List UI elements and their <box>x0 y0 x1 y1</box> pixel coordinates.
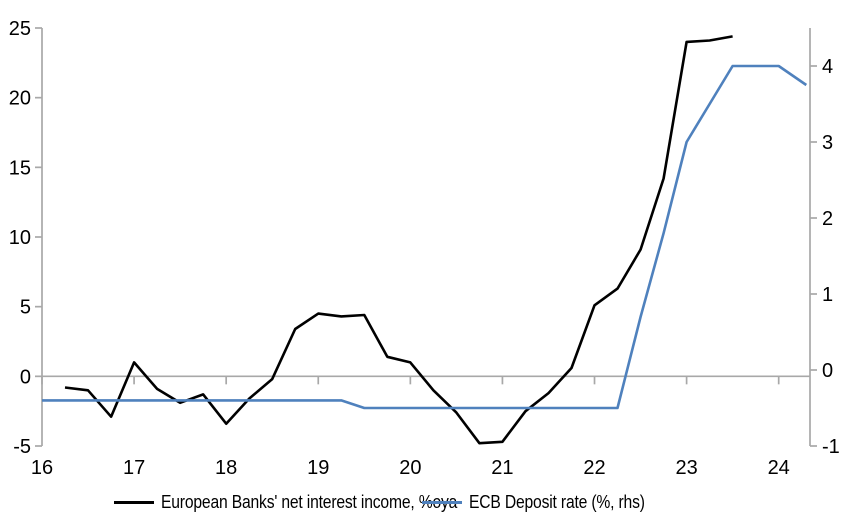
right-axis-label-3: 3 <box>822 132 833 154</box>
right-axis-label-4: 4 <box>822 56 833 78</box>
x-axis-label-20: 20 <box>399 457 421 479</box>
right-axis-label-1: 1 <box>822 284 833 306</box>
right-axis-label-0: 0 <box>822 360 833 382</box>
x-axis-label-17: 17 <box>123 457 145 479</box>
right-axis-label-2: 2 <box>822 208 833 230</box>
left-axis-label-0: 0 <box>20 366 31 388</box>
x-axis-label-19: 19 <box>307 457 329 479</box>
x-axis-label-24: 24 <box>768 457 790 479</box>
x-axis-label-23: 23 <box>675 457 697 479</box>
x-axis-label-18: 18 <box>215 457 237 479</box>
left-axis-label-5: 5 <box>20 297 31 319</box>
right-axis-label--1: -1 <box>822 436 840 458</box>
left-axis-label-10: 10 <box>9 227 31 249</box>
x-axis-label-21: 21 <box>491 457 513 479</box>
left-axis-label-20: 20 <box>9 88 31 110</box>
left-axis-label-25: 25 <box>9 18 31 40</box>
nii-line <box>64 35 733 445</box>
x-axis-label-16: 16 <box>31 457 53 479</box>
left-axis-label-15: 15 <box>9 157 31 179</box>
left-axis-label--5: -5 <box>13 436 31 458</box>
x-axis-label-22: 22 <box>583 457 605 479</box>
ecb-line <box>42 64 808 410</box>
